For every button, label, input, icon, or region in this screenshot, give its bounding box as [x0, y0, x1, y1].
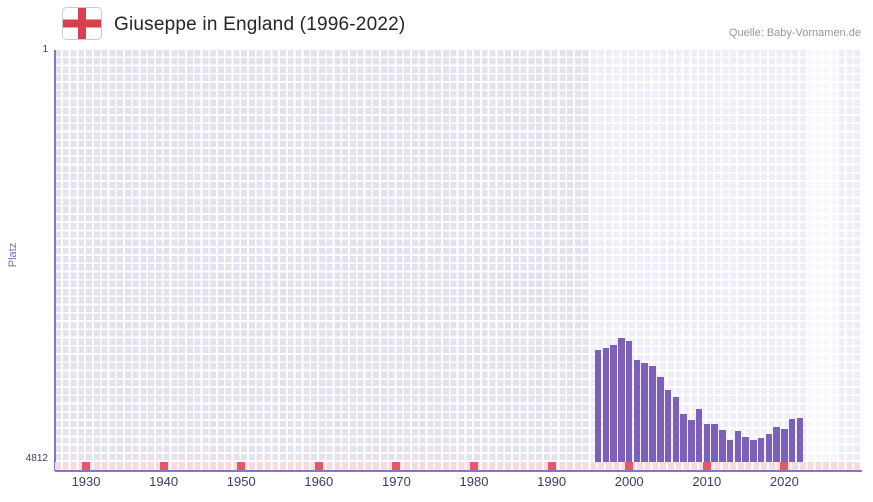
x-axis-label: 1930 — [71, 474, 101, 489]
bar-2012[interactable] — [719, 430, 726, 462]
grid-lines — [55, 50, 862, 462]
x-axis-label: 1960 — [304, 474, 334, 489]
bar-2008[interactable] — [688, 419, 695, 462]
bar-2010[interactable] — [703, 424, 711, 462]
bar-2001[interactable] — [633, 359, 641, 462]
decade-tick-1960 — [314, 462, 323, 470]
decade-tick-2010 — [702, 462, 711, 470]
bar-2003[interactable] — [649, 365, 656, 462]
x-axis-labels: 1930 1940 1950 1960 1970 1980 1990 2000 2010 2020 — [55, 474, 862, 492]
bar-2007[interactable] — [680, 413, 687, 462]
bar-2016[interactable] — [750, 439, 757, 462]
england-flag-icon — [62, 7, 102, 45]
bar-2011[interactable] — [711, 424, 718, 462]
x-axis-label: 1970 — [381, 474, 411, 489]
bar-1996[interactable] — [594, 349, 602, 462]
plot-area — [55, 50, 862, 462]
decade-tick-1980 — [470, 462, 479, 470]
bar-2000[interactable] — [625, 341, 633, 462]
y-axis-label-bottom: 4812 — [25, 453, 48, 464]
bar-2004[interactable] — [657, 377, 664, 462]
decade-tick-2000 — [625, 462, 634, 470]
x-axis-label: 2010 — [692, 474, 722, 489]
x-axis-label: 1950 — [226, 474, 256, 489]
decade-tick-1990 — [547, 462, 556, 470]
y-axis-line — [54, 50, 56, 471]
bar-2018[interactable] — [765, 433, 773, 462]
bar-2002[interactable] — [641, 362, 648, 462]
bar-2019[interactable] — [773, 426, 780, 462]
x-axis-strip — [55, 462, 862, 472]
decade-tick-2020 — [780, 462, 789, 470]
y-axis-label-top: 1 — [42, 44, 48, 55]
bar-2021[interactable] — [788, 419, 796, 462]
bar-2022[interactable] — [796, 418, 804, 462]
x-axis-label: 1940 — [149, 474, 179, 489]
bar-1999[interactable] — [618, 337, 625, 462]
decade-tick-1930 — [82, 462, 91, 470]
decade-tick-1940 — [159, 462, 168, 470]
bar-2005[interactable] — [664, 389, 672, 462]
bar-2020[interactable] — [781, 429, 788, 462]
source-attribution: Quelle: Baby-Vornamen.de — [728, 27, 861, 39]
bar-1997[interactable] — [602, 347, 610, 462]
bar-2015[interactable] — [742, 436, 749, 462]
x-axis-label: 2020 — [769, 474, 799, 489]
bar-1998[interactable] — [610, 345, 617, 462]
bar-2014[interactable] — [734, 430, 742, 462]
chart-title: Giuseppe in England (1996-2022) — [114, 14, 406, 35]
bar-2013[interactable] — [726, 439, 734, 462]
decade-tick-1950 — [237, 462, 246, 470]
y-axis-title: Platz — [7, 242, 19, 268]
bar-2006[interactable] — [672, 396, 680, 462]
bar-2009[interactable] — [695, 408, 703, 462]
x-axis-label: 2000 — [614, 474, 644, 489]
decade-tick-1970 — [392, 462, 401, 470]
bar-2017[interactable] — [757, 437, 765, 462]
x-axis-label: 1980 — [459, 474, 489, 489]
x-axis-label: 1990 — [537, 474, 567, 489]
